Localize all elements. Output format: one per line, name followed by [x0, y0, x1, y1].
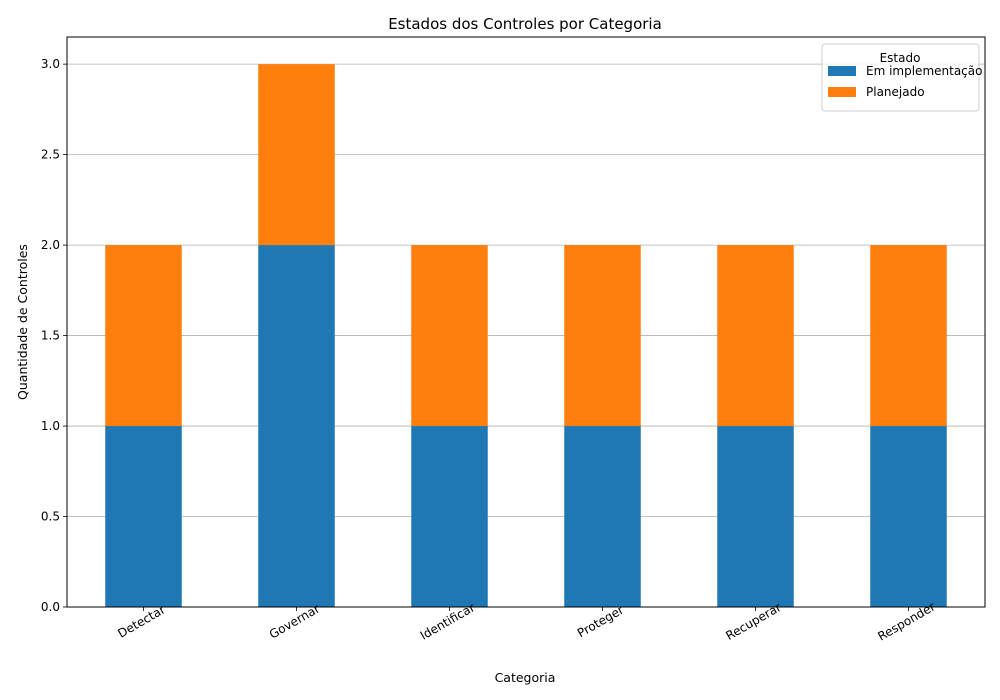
chart-title: Estados dos Controles por Categoria: [388, 15, 662, 33]
bar-recuperar-em-implementação: [717, 426, 794, 607]
bar-responder-em-implementação: [870, 426, 947, 607]
bar-proteger-em-implementação: [564, 426, 641, 607]
legend-label: Em implementação: [866, 64, 982, 78]
y-tick-label: 2.5: [41, 148, 60, 162]
y-tick-label: 1.5: [41, 329, 60, 343]
grid-layer: [67, 63, 985, 608]
legend-swatch: [828, 66, 856, 76]
plot-frame: [66, 36, 986, 608]
y-tick-label: 0.5: [41, 510, 60, 524]
x-tick-label: Detectar: [115, 602, 167, 640]
y-tick-label: 2.0: [41, 238, 60, 252]
bar-governar-em-implementação: [258, 245, 335, 607]
y-tick-label: 3.0: [41, 57, 60, 71]
bar-recuperar-planejado: [717, 245, 794, 427]
x-axis-title: Categoria: [495, 670, 556, 685]
y-axis-title: Quantidade de Controles: [15, 244, 30, 400]
bar-detectar-em-implementação: [105, 426, 182, 607]
x-tick-label: Governar: [267, 602, 322, 642]
legend: Estado Em implementação Planejado: [821, 43, 982, 112]
y-tick-label: 1.0: [41, 419, 60, 433]
bar-responder-planejado: [870, 245, 947, 427]
bar-detectar-planejado: [105, 245, 182, 427]
x-tick-label: Proteger: [575, 603, 626, 641]
legend-title: Estado: [880, 51, 921, 65]
legend-frame: [821, 43, 980, 112]
legend-label: Planejado: [866, 85, 925, 99]
bar-proteger-planejado: [564, 245, 641, 427]
bar-identificar-em-implementação: [411, 426, 488, 607]
bar-identificar-planejado: [411, 245, 488, 427]
bar-governar-planejado: [258, 64, 335, 246]
legend-swatch: [828, 87, 856, 97]
bars-layer: [105, 64, 947, 607]
y-tick-label: 0.0: [41, 600, 60, 614]
